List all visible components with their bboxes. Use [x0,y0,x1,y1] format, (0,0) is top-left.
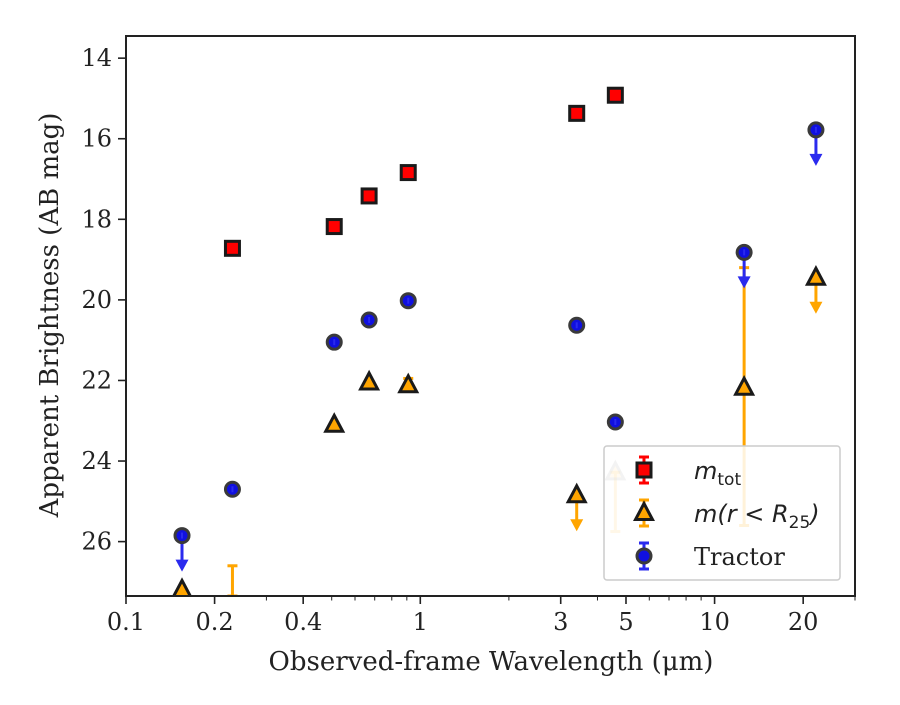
legend-label-main: m [694,457,717,485]
data-point [323,412,346,433]
axes-frame [125,35,856,597]
x-tick-label: 10 [699,608,730,636]
data-point [733,375,756,396]
legend-box [603,445,841,581]
x-tick-label: 0.4 [284,608,322,636]
legend: mtot m(r < R25) Tractor [603,445,841,581]
data-layer [172,86,827,596]
series-tractor [173,121,825,572]
y-tick-label: 24 [81,447,112,475]
legend-marker [633,500,655,521]
legend-entry: m(r < R25) [633,498,820,533]
legend-entry: Tractor [635,541,785,571]
x-tick-label: 0.1 [107,608,145,636]
data-point [568,104,586,122]
y-tick-label: 26 [81,528,112,556]
legend-marker [635,547,653,565]
x-tick-label: 5 [618,608,633,636]
x-tick-label: 3 [553,608,568,636]
y-tick-label: 18 [81,205,112,233]
limit-arrow-head [809,301,823,314]
limit-arrow-head [175,559,189,572]
limit-arrow-head [737,276,751,289]
plot-area: 0.1 0.2 0.4 1 3 5 10 20 14 16 18 20 22 24 26 [81,35,856,636]
y-tick-label: 14 [81,44,112,72]
x-tick-label: 0.2 [196,608,234,636]
legend-label: Tractor [694,543,785,571]
data-point [358,369,381,391]
data-point [397,372,420,394]
series-m-tot [223,86,624,257]
data-point [360,187,378,205]
limit-arrow-head [809,153,823,166]
x-tick-label: 1 [413,608,428,636]
data-point [606,86,624,104]
x-tick-label: 20 [788,608,819,636]
y-tick-label: 16 [81,125,112,153]
data-point [804,265,827,286]
legend-label-tail: ) [808,500,819,528]
y-axis-label: Apparent Brightness (AB mag) [35,113,65,519]
data-point [172,577,192,596]
data-point [325,218,343,236]
data-point [223,239,241,257]
limit-arrow-head [570,519,584,532]
legend-entry: mtot [635,455,741,490]
legend-marker [635,461,653,479]
legend-label: mtot [694,457,741,490]
legend-label-main: m(r < R [694,500,789,528]
errorbar [227,564,238,596]
y-tick-label: 20 [81,286,112,314]
legend-label-sub: tot [717,470,741,490]
legend-label-sub: 25 [789,513,811,533]
y-tick-label: 22 [81,366,112,394]
x-axis-label: Observed-frame Wavelength (μm) [269,647,714,677]
data-point [399,164,417,182]
data-point [565,482,588,504]
legend-label: m(r < R25) [694,500,820,533]
